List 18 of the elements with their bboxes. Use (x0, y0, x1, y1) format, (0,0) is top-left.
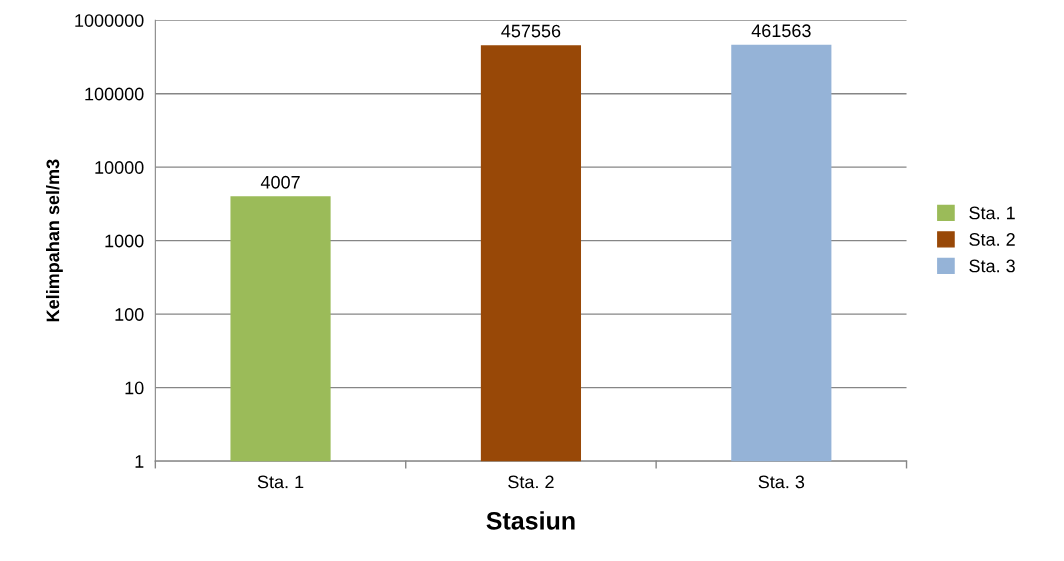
data-label: 457556 (501, 24, 561, 38)
y-tick-label: 1 (135, 455, 144, 468)
x-tick-label: Sta. 3 (758, 475, 805, 489)
y-tick-label: 100 (115, 308, 144, 321)
legend-label: Sta. 1 (969, 206, 1015, 220)
legend-label: Sta. 3 (969, 259, 1015, 273)
x-tick-label: Sta. 2 (508, 475, 554, 489)
y-tick-label: 100000 (85, 87, 144, 101)
y-axis-title: Kelimpahan sel/m3 (46, 159, 63, 322)
legend-label: Sta. 2 (969, 233, 1015, 246)
x-tick-label: Sta. 1 (257, 475, 304, 489)
y-tick-label: 1000 (105, 234, 144, 248)
data-label: 4007 (260, 175, 300, 189)
y-tick-label: 1000000 (75, 14, 144, 27)
y-tick-label: 10 (125, 381, 144, 395)
y-tick-label: 10000 (95, 161, 144, 174)
x-axis-title: Stasiun (486, 511, 575, 530)
data-label: 461563 (751, 24, 811, 38)
